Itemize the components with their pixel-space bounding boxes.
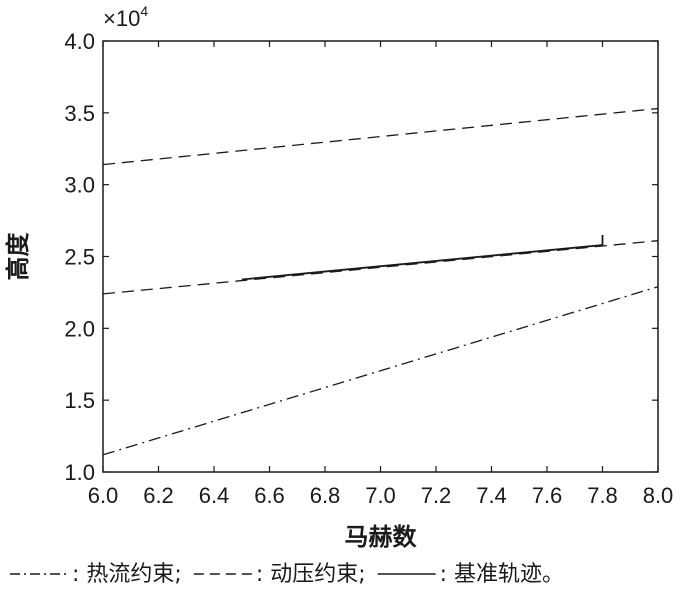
y-axis-multiplier: ×104 xyxy=(103,3,148,31)
x-tick-label: 6.6 xyxy=(254,483,285,508)
y-tick-label: 2.0 xyxy=(64,316,95,341)
x-tick-label: 6.2 xyxy=(143,483,174,508)
x-tick-label: 7.0 xyxy=(365,483,396,508)
series-line-2 xyxy=(102,240,659,295)
legend-label-2: : 动压约束; xyxy=(256,562,366,587)
series-layer xyxy=(102,107,659,456)
x-tick-label: 6.0 xyxy=(88,483,119,508)
x-tick-label: 6.8 xyxy=(310,483,341,508)
legend: : 热流约束; : 动压约束; : 基准轨迹。 xyxy=(10,562,564,587)
x-tick-label: 6.4 xyxy=(199,483,230,508)
y-tick-label: 2.5 xyxy=(64,245,95,270)
y-tick-label: 1.0 xyxy=(64,460,95,485)
legend-label-3: : 基准轨迹。 xyxy=(440,562,564,587)
series-line-1 xyxy=(102,286,659,456)
series-line-3 xyxy=(102,107,659,166)
x-tick-label: 7.4 xyxy=(476,483,507,508)
y-tick-label: 3.5 xyxy=(64,101,95,126)
y-tick-label: 4.0 xyxy=(64,29,95,54)
y-tick-label: 3.0 xyxy=(64,173,95,198)
y-tick-label: 1.5 xyxy=(64,388,95,413)
series-line-4 xyxy=(241,235,604,281)
x-tick-label: 7.8 xyxy=(587,483,618,508)
legend-label-1: : 热流约束; xyxy=(72,562,182,587)
x-axis-label: 马赫数 xyxy=(345,523,418,551)
plot-frame xyxy=(102,40,659,473)
y-axis: 1.0 1.5 2.0 2.5 3.0 3.5 4.0 xyxy=(64,29,658,485)
y-axis-label: 高度 xyxy=(4,232,32,281)
x-tick-label: 7.6 xyxy=(532,483,563,508)
x-tick-label: 7.2 xyxy=(421,483,452,508)
x-tick-label: 8.0 xyxy=(643,483,674,508)
x-axis: 6.0 6.2 6.4 6.6 6.8 7.0 7.2 7.4 7.6 7.8 8.0 xyxy=(88,41,674,508)
